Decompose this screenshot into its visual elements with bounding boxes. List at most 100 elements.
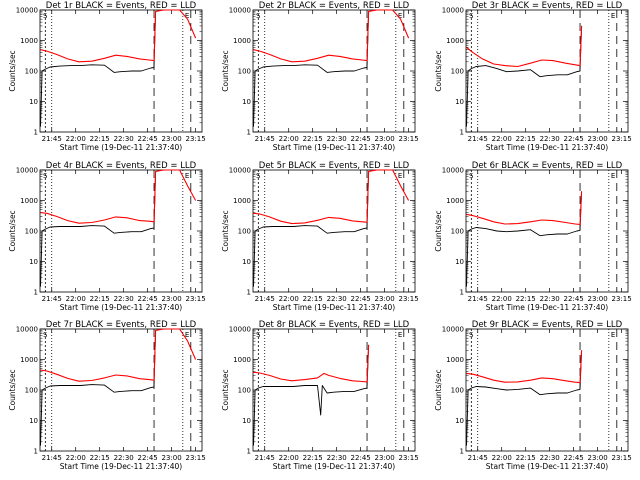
x-axis-label: Start Time (19-Dec-11 21:37:40) [60, 462, 182, 471]
start-marker: S [43, 172, 48, 180]
x-tick-label: 23:00 [588, 135, 608, 143]
y-tick-label: 10000 [16, 326, 38, 334]
x-tick-label: 22:30 [114, 295, 134, 303]
x-tick-label: 22:30 [114, 135, 134, 143]
x-tick-label: 22:00 [279, 454, 299, 462]
y-tick-label: 10000 [442, 7, 464, 15]
x-tick-label: 22:30 [540, 135, 560, 143]
x-tick-label: 22:15 [90, 295, 110, 303]
lld-series-line [466, 191, 583, 225]
events-series-line [466, 191, 583, 287]
start-marker: S [256, 172, 261, 180]
x-tick-label: 22:15 [516, 454, 536, 462]
events-series-line [466, 25, 583, 127]
y-tick-label: 100 [451, 68, 464, 76]
events-series-line [253, 11, 370, 127]
events-series-line [40, 330, 157, 446]
y-tick-label: 10 [29, 258, 38, 266]
y-tick-label: 100 [238, 228, 251, 236]
y-tick-label: 100 [25, 68, 38, 76]
y-tick-label: 1000 [446, 37, 464, 45]
lld-series-line [466, 350, 583, 384]
x-tick-label: 22:45 [138, 135, 158, 143]
x-tick-label: 22:15 [303, 454, 323, 462]
panel-title: Det 9r BLACK = Events, RED = LLD [472, 320, 623, 330]
y-tick-label: 1000 [20, 197, 38, 205]
end-marker: E [398, 331, 402, 339]
plot-frame [465, 328, 629, 452]
plot-frame [39, 169, 203, 293]
lld-series-line [466, 25, 583, 68]
panel-det-4: Det 4r BLACK = Events, RED = LLD 1 10 100 10… [8, 161, 206, 312]
panel-title: Det 6r BLACK = Events, RED = LLD [472, 161, 623, 171]
plot-frame [39, 328, 203, 452]
y-axis-label: Counts/sec [221, 50, 230, 91]
y-tick-label: 1000 [446, 197, 464, 205]
x-tick-label: 22:15 [303, 295, 323, 303]
y-tick-label: 100 [25, 228, 38, 236]
panel-det-1: Det 1r BLACK = Events, RED = LLD 1 10 100 10… [8, 1, 206, 152]
y-tick-label: 100 [451, 387, 464, 395]
y-axis-label: Counts/sec [221, 369, 230, 410]
y-tick-label: 10 [455, 417, 464, 425]
panel-det-2: Det 2r BLACK = Events, RED = LLD 1 10 100 10… [221, 1, 419, 152]
start-marker: S [43, 331, 48, 339]
panel-title: Det 7r BLACK = Events, RED = LLD [46, 320, 197, 330]
panel-title: Det 3r BLACK = Events, RED = LLD [472, 1, 623, 11]
x-tick-label: 21:45 [42, 135, 62, 143]
y-tick-label: 1 [34, 448, 38, 456]
y-axis-label: Counts/sec [434, 210, 443, 251]
x-tick-label: 21:45 [255, 454, 275, 462]
x-tick-label: 23:15 [612, 454, 632, 462]
x-tick-label: 22:45 [138, 295, 158, 303]
x-tick-label: 23:00 [375, 295, 395, 303]
plot-frame [465, 169, 629, 293]
x-tick-label: 23:15 [399, 295, 419, 303]
y-axis-label: Counts/sec [8, 50, 17, 91]
x-tick-label: 23:00 [162, 454, 182, 462]
panel-det-9: Det 9r BLACK = Events, RED = LLD 1 10 100 10… [434, 320, 632, 471]
end-marker: E [185, 331, 189, 339]
end-marker: E [611, 12, 615, 20]
x-tick-label: 23:15 [186, 295, 206, 303]
start-marker: S [469, 12, 474, 20]
panel-title: Det 2r BLACK = Events, RED = LLD [259, 1, 410, 11]
plot-frame [39, 9, 203, 133]
x-tick-label: 21:45 [255, 135, 275, 143]
x-tick-label: 22:00 [279, 295, 299, 303]
y-tick-label: 1000 [20, 356, 38, 364]
y-tick-label: 1000 [446, 356, 464, 364]
x-tick-label: 21:45 [468, 135, 488, 143]
start-marker: S [256, 331, 261, 339]
y-tick-label: 1 [460, 448, 464, 456]
events-series-line [466, 350, 583, 446]
x-tick-label: 22:45 [351, 295, 371, 303]
x-tick-label: 23:15 [399, 135, 419, 143]
y-axis-label: Counts/sec [221, 210, 230, 251]
start-marker: S [43, 12, 48, 20]
lld-series-line [253, 344, 370, 383]
panel-title: Det 1r BLACK = Events, RED = LLD [46, 1, 197, 11]
x-tick-label: 23:15 [612, 135, 632, 143]
x-axis-label: Start Time (19-Dec-11 21:37:40) [60, 303, 182, 312]
x-axis-label: Start Time (19-Dec-11 21:37:40) [486, 143, 608, 152]
x-tick-label: 23:00 [375, 135, 395, 143]
x-tick-label: 22:30 [327, 135, 347, 143]
events-series-line [253, 171, 370, 287]
x-axis-label: Start Time (19-Dec-11 21:37:40) [273, 462, 395, 471]
x-tick-label: 23:00 [162, 135, 182, 143]
x-tick-label: 23:15 [612, 295, 632, 303]
x-tick-label: 22:30 [540, 295, 560, 303]
x-tick-label: 22:00 [492, 135, 512, 143]
x-tick-label: 22:45 [138, 454, 158, 462]
x-tick-label: 21:45 [42, 454, 62, 462]
x-tick-label: 23:00 [588, 454, 608, 462]
end-marker: E [185, 172, 189, 180]
panel-title: Det 8r BLACK = Events, RED = LLD [259, 320, 410, 330]
x-tick-label: 22:00 [66, 135, 86, 143]
start-marker: S [469, 331, 474, 339]
x-tick-label: 21:45 [42, 295, 62, 303]
x-tick-label: 22:15 [90, 135, 110, 143]
lld-series-line [40, 9, 197, 63]
y-tick-label: 100 [238, 387, 251, 395]
